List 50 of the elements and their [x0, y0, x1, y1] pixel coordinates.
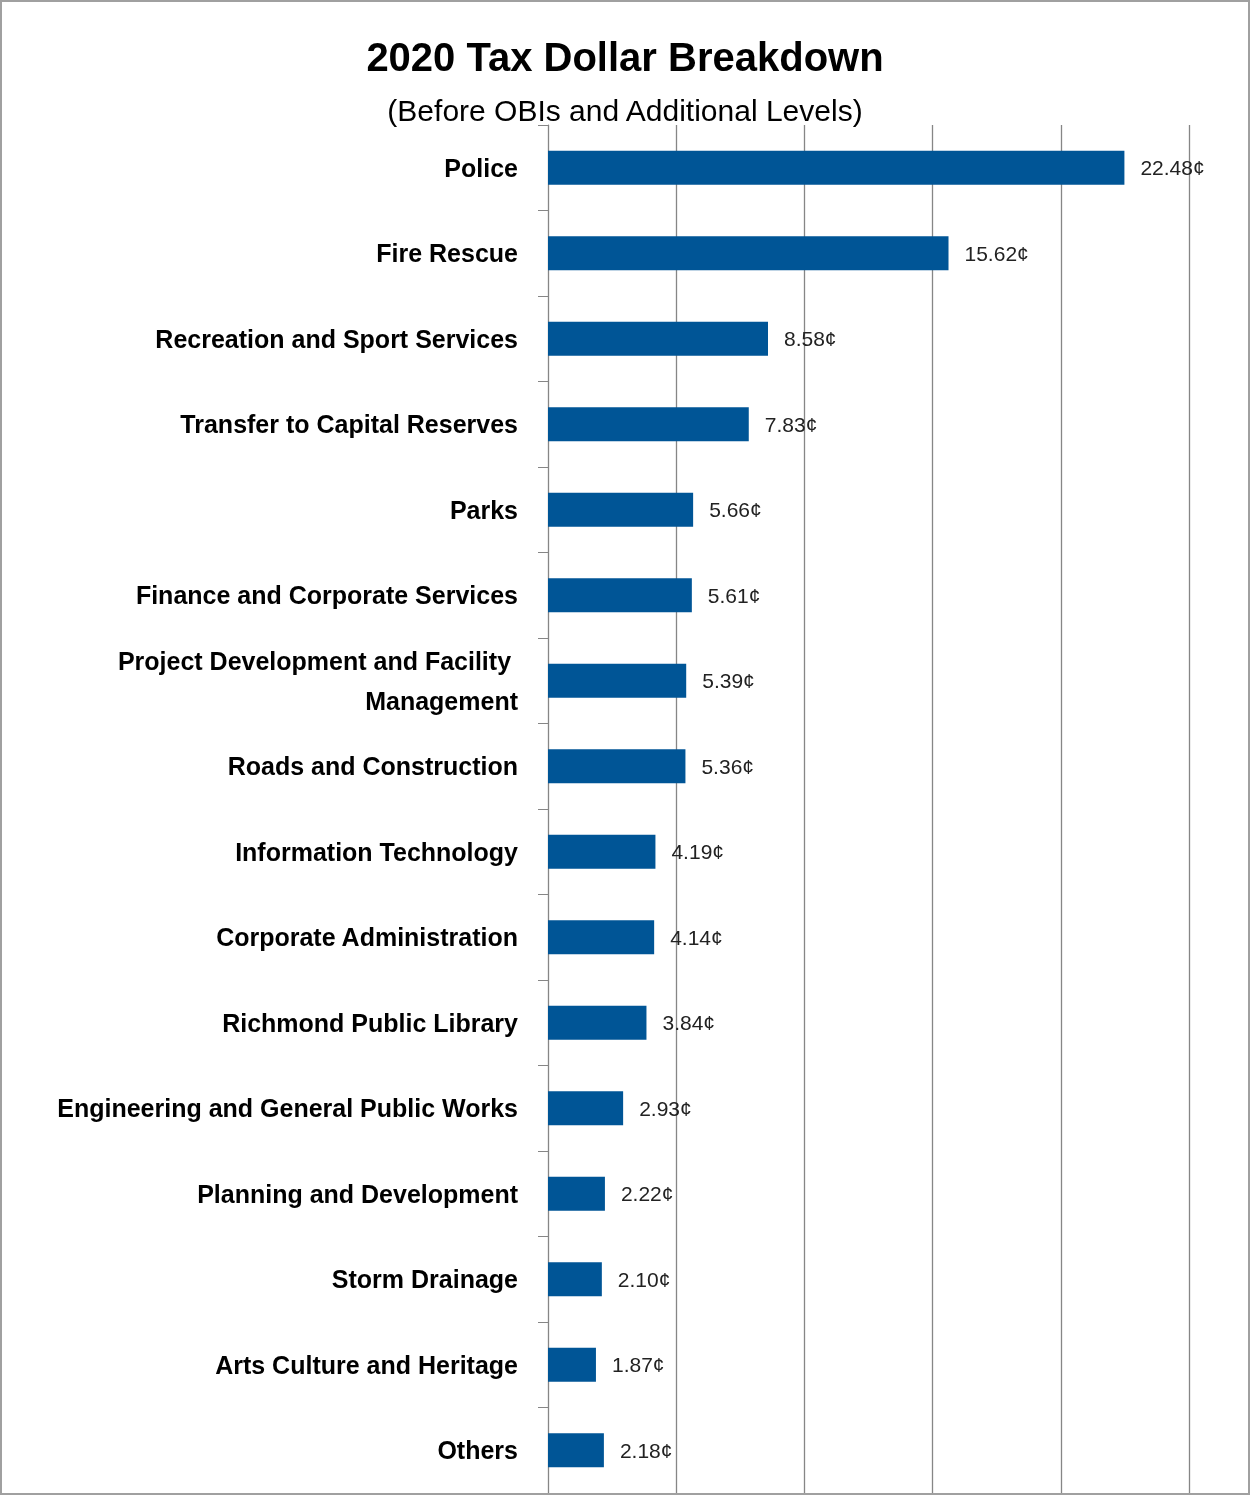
y-tick-label: Transfer to Capital Reserves: [180, 410, 518, 439]
bar: [548, 492, 694, 527]
data-label: 1.87¢: [611, 1353, 665, 1377]
bar: [548, 1433, 604, 1468]
bar: [548, 1262, 602, 1297]
bar: [548, 1091, 624, 1126]
bar: [548, 407, 749, 442]
data-label: 4.19¢: [671, 840, 724, 864]
bar: [548, 1005, 647, 1040]
bar: [548, 749, 686, 784]
data-label: 5.66¢: [709, 498, 762, 522]
y-tick-label: Richmond Public Library: [222, 1008, 519, 1037]
y-tick-label: Roads and Construction: [227, 752, 518, 781]
data-label: 2.18¢: [619, 1438, 673, 1462]
data-label: 15.62¢: [964, 241, 1029, 265]
y-tick-label: Recreation and Sport Services: [155, 324, 518, 353]
y-tick-label: Finance and Corporate Services: [135, 581, 518, 610]
chart-subtitle: (Before OBIs and Additional Levels): [387, 93, 863, 127]
y-tick-label: Engineering and General Public Works: [57, 1094, 518, 1123]
data-label: 8.58¢: [784, 327, 837, 351]
data-label: 7.83¢: [764, 412, 818, 436]
data-label: 5.36¢: [701, 754, 754, 778]
y-tick-label: Arts Culture and Heritage: [215, 1350, 519, 1379]
data-label: 4.14¢: [670, 925, 723, 949]
y-tick-label: Fire Rescue: [376, 239, 519, 268]
data-label: 2.10¢: [617, 1267, 671, 1291]
bar: [548, 1176, 605, 1211]
data-label: 5.61¢: [707, 583, 761, 607]
y-tick-label: Storm Drainage: [331, 1265, 519, 1294]
y-tick-label: Project Development and Facility Management: [117, 646, 519, 715]
bar: [548, 578, 692, 613]
bar: [548, 236, 949, 271]
data-label: 2.93¢: [639, 1096, 692, 1120]
data-label: 2.22¢: [620, 1182, 674, 1206]
y-tick-label: Parks: [449, 495, 518, 524]
y-tick-label: Corporate Administration: [216, 923, 518, 952]
bar: [548, 663, 687, 698]
y-tick-label: Planning and Development: [197, 1179, 519, 1208]
data-label: 22.48¢: [1140, 156, 1205, 180]
y-tick-label: Police: [444, 153, 519, 182]
bar: [548, 920, 655, 955]
data-label: 3.84¢: [662, 1011, 716, 1035]
data-label: 5.39¢: [702, 669, 755, 693]
bar: [548, 1347, 596, 1382]
y-tick-label: Others: [437, 1436, 518, 1465]
bar: [548, 834, 656, 869]
bar: [548, 321, 768, 356]
chart-title: 2020 Tax Dollar Breakdown: [366, 35, 884, 79]
y-tick-label: Information Technology: [235, 837, 519, 866]
bar: [548, 150, 1125, 185]
